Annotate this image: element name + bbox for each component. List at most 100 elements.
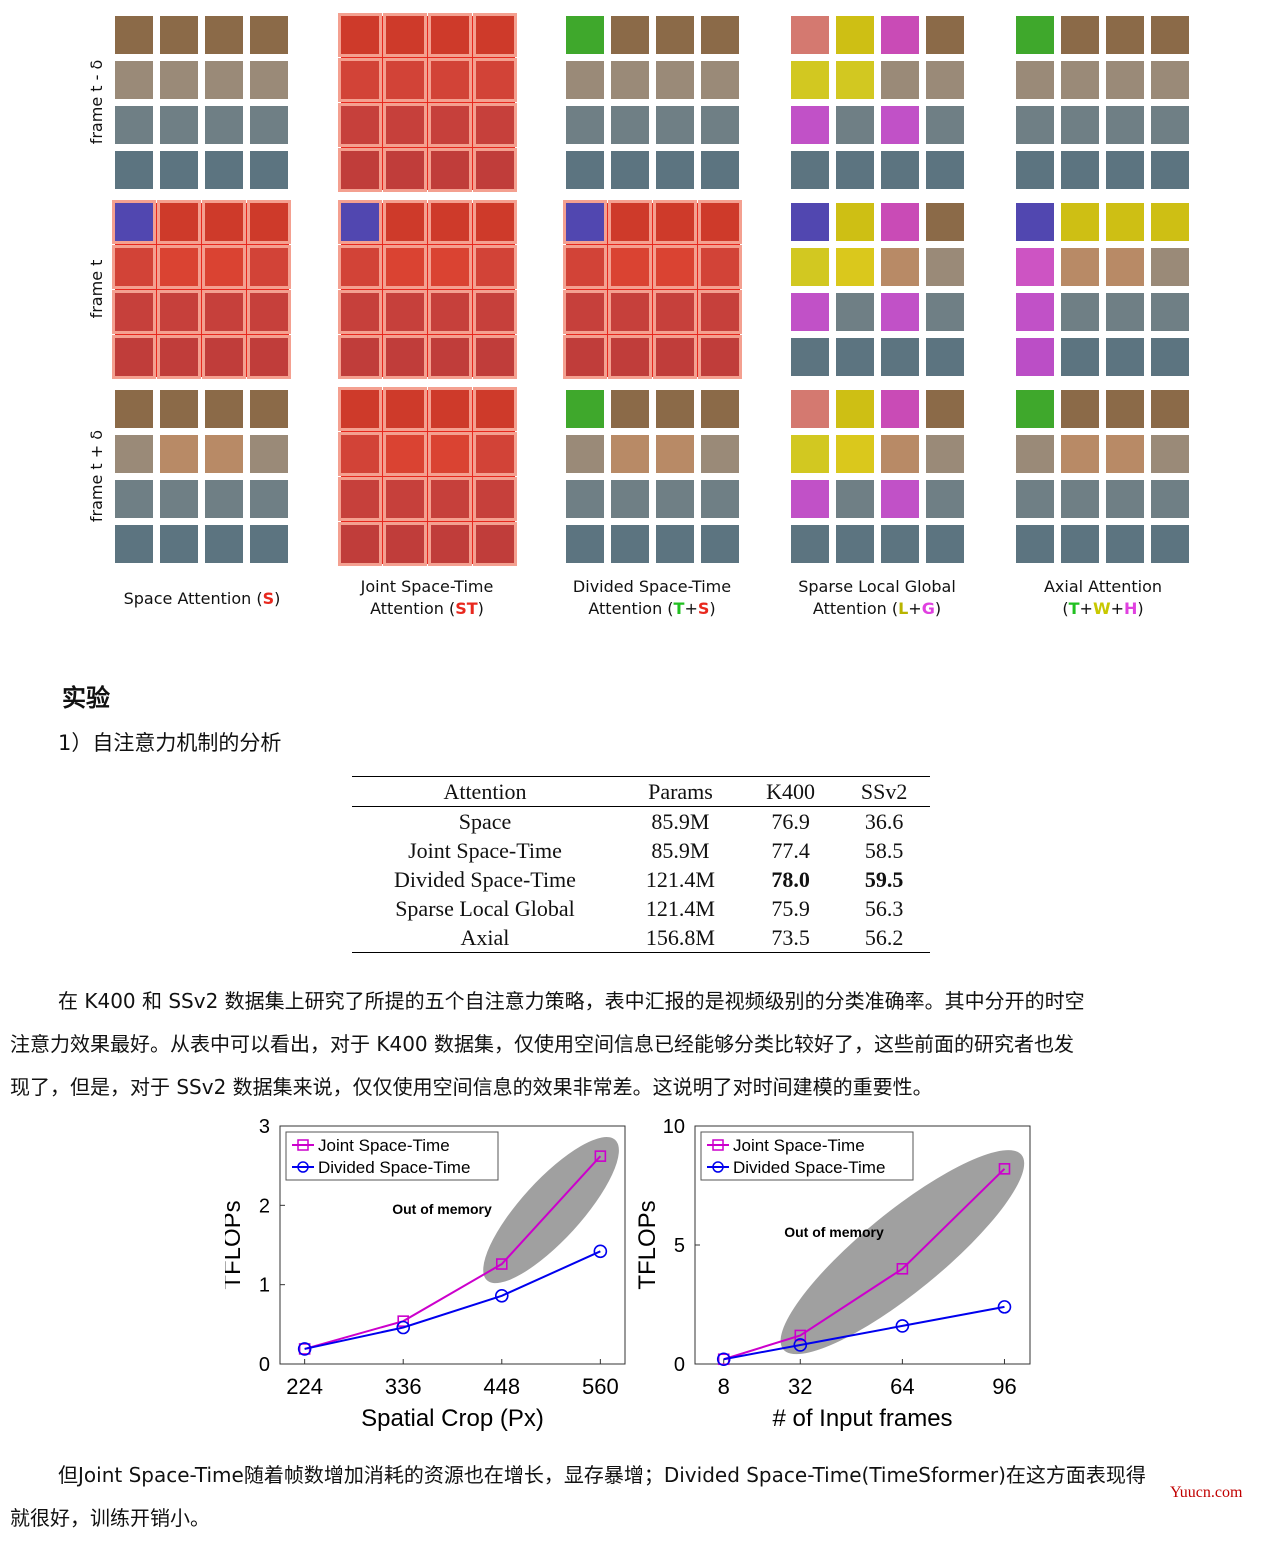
patch-cell (836, 151, 874, 189)
attention-highlight (836, 248, 874, 286)
data-point (594, 1150, 607, 1162)
patch-cell (701, 61, 739, 99)
attention-highlight (341, 390, 379, 428)
attention-highlight (881, 106, 919, 144)
table-cell: Space (458, 808, 512, 834)
attention-highlight (341, 151, 379, 189)
patch-cell (1016, 106, 1054, 144)
legend-label: Joint Space-Time (318, 1136, 450, 1155)
attention-highlight (250, 203, 288, 241)
patch-cell (160, 248, 198, 286)
patch-cell (791, 106, 829, 144)
patch-cell (341, 390, 379, 428)
patch-cell (1016, 480, 1054, 518)
data-point (298, 1343, 311, 1355)
patch-cell (656, 480, 694, 518)
data-point (794, 1329, 807, 1342)
attention-highlight (431, 151, 469, 189)
patch-cell (836, 106, 874, 144)
attention-highlight (115, 203, 153, 241)
x-tick-label: 96 (992, 1374, 1016, 1399)
patch-cell (205, 16, 243, 54)
patch-cell (701, 525, 739, 563)
caption-line: Attention (T+S) (588, 599, 716, 618)
attention-frame-patch-grid (791, 203, 965, 377)
patch-cell (386, 203, 424, 241)
patch-cell (341, 480, 379, 518)
attention-highlight (476, 106, 514, 144)
patch-cell (476, 16, 514, 54)
patch-cell (476, 338, 514, 376)
series-line (723, 1305, 1005, 1361)
attention-highlight (476, 390, 514, 428)
x-tick-label: 64 (890, 1374, 914, 1399)
patch-cell (566, 203, 604, 241)
table-cell: 58.5 (864, 837, 904, 863)
patch-cell (476, 525, 514, 563)
patch-cell (611, 248, 649, 286)
table-header: SSv2 (860, 778, 908, 804)
attention-highlight (431, 248, 469, 286)
attention-highlight (341, 203, 379, 241)
attention-highlight (791, 480, 829, 518)
patch-cell (115, 525, 153, 563)
patch-cell (566, 293, 604, 331)
patch-cell (115, 480, 153, 518)
patch-cell (1061, 106, 1099, 144)
tflops-vs-frames-chart: Out of memory 8 32 64 96 0 5 10 # of Input frame… (634, 1116, 1031, 1432)
patch-cell (881, 525, 919, 563)
patch-cell (205, 338, 243, 376)
patch-cell (791, 248, 829, 286)
patch-cell (656, 293, 694, 331)
attention-highlight (431, 435, 469, 473)
patch-cell (386, 106, 424, 144)
caption-token: H (1124, 599, 1138, 618)
caption-token: L (898, 599, 909, 618)
data-point (593, 1244, 608, 1259)
patch-cell (881, 480, 919, 518)
patch-cell (476, 203, 514, 241)
attention-highlight (431, 16, 469, 54)
patch-cell (1151, 61, 1189, 99)
patch-cell (476, 435, 514, 473)
patch-cell (160, 390, 198, 428)
patch-cell (250, 480, 288, 518)
patch-cell (341, 61, 379, 99)
attention-highlight (881, 390, 919, 428)
paragraph-line: 在 K400 和 SSv2 数据集上研究了所提的五个自注意力策略，表中汇报的是视… (58, 989, 1085, 1013)
patch-cell (1061, 338, 1099, 376)
attention-highlight (1016, 16, 1054, 54)
table-cell: 56.3 (864, 895, 904, 921)
table-header: Attention (443, 778, 527, 804)
attention-frame-patch-grid (115, 16, 289, 190)
table-row: Axial 156.8M 73.5 56.2 (352, 923, 930, 953)
attention-caption: Axial Attention (T+W+H) (993, 576, 1213, 620)
x-axis-label: Spatial Crop (Px) (361, 1405, 544, 1432)
table-cell: 77.4 (771, 837, 810, 863)
patch-cell (1016, 151, 1054, 189)
table-cell: 121.4M (645, 895, 715, 921)
attention-highlight (476, 16, 514, 54)
patch-cell (250, 203, 288, 241)
patch-cell (881, 61, 919, 99)
attention-highlight (791, 435, 829, 473)
patch-cell (926, 525, 964, 563)
attention-highlight (341, 61, 379, 99)
patch-cell (1061, 203, 1099, 241)
attention-highlight (341, 338, 379, 376)
patch-cell (566, 151, 604, 189)
patch-cell (836, 525, 874, 563)
patch-cell (115, 338, 153, 376)
table-row: Joint Space-Time 85.9M 77.4 58.5 (352, 836, 930, 865)
tflops-vs-crop-chart: Out of memory 224 336 448 560 0 1 2 3 Spatial Cro… (225, 1116, 626, 1432)
caption-token: ST (455, 599, 478, 618)
patch-cell (881, 338, 919, 376)
caption-token: + (908, 599, 922, 618)
caption-line: Axial Attention (1043, 577, 1163, 596)
patch-cell (926, 390, 964, 428)
attention-highlight (566, 203, 604, 241)
attention-highlight (160, 203, 198, 241)
attention-highlight (431, 338, 469, 376)
patch-cell (205, 525, 243, 563)
patch-cell (566, 435, 604, 473)
